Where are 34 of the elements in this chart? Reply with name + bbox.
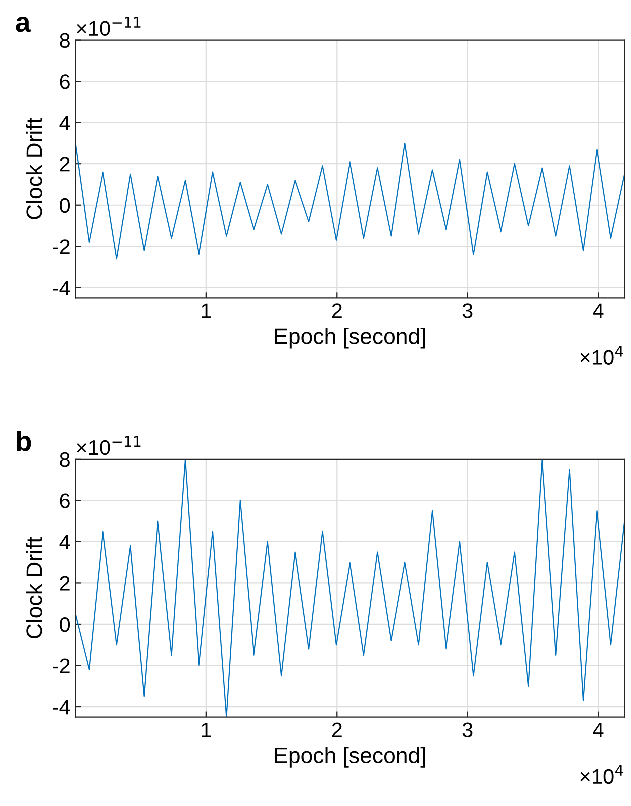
y-tick-label: -4 [53, 281, 70, 296]
text: ×10$^{−11}$ [77, 436, 141, 456]
y-tick-label: 2 [60, 157, 70, 172]
y-tick-label: 4 [60, 535, 70, 550]
text: ×10$^{4}$ [580, 346, 624, 365]
y-tick-label: -4 [53, 700, 70, 715]
line-series [76, 459, 625, 718]
y-tick-label: 2 [60, 576, 70, 591]
x-axis-title: Epoch [second] [275, 328, 426, 349]
line-series [76, 142, 625, 260]
y-axis-title: Clock Drift [26, 537, 42, 638]
chart-title: a [16, 17, 31, 32]
x-tick-label: 3 [462, 722, 473, 738]
y-tick-label: 8 [60, 452, 70, 468]
x-tick-label: 1 [202, 722, 212, 738]
text: ×10$^{4}$ [580, 765, 624, 784]
x-tick-label: 1 [202, 304, 212, 318]
chart-title: b [17, 430, 32, 452]
x-tick-label: 4 [593, 304, 604, 318]
x-tick-label: 4 [593, 722, 604, 738]
x-tick-label: 3 [462, 304, 473, 318]
x-axis-title: Epoch [second] [275, 747, 426, 768]
y-tick-label: 8 [60, 33, 70, 48]
y-tick-label: 4 [60, 116, 70, 130]
text: ×10$^{−11}$ [77, 17, 141, 36]
y-tick-label: 6 [60, 74, 70, 90]
x-tick-label: 2 [332, 722, 342, 738]
y-tick-label: -2 [53, 240, 70, 254]
y-tick-label: 0 [60, 617, 70, 632]
y-tick-label: 6 [60, 494, 70, 508]
y-tick-label: 0 [60, 198, 70, 214]
x-tick-label: 2 [332, 304, 342, 318]
y-axis-title: Clock Drift [26, 118, 42, 220]
y-tick-label: -2 [53, 658, 70, 674]
